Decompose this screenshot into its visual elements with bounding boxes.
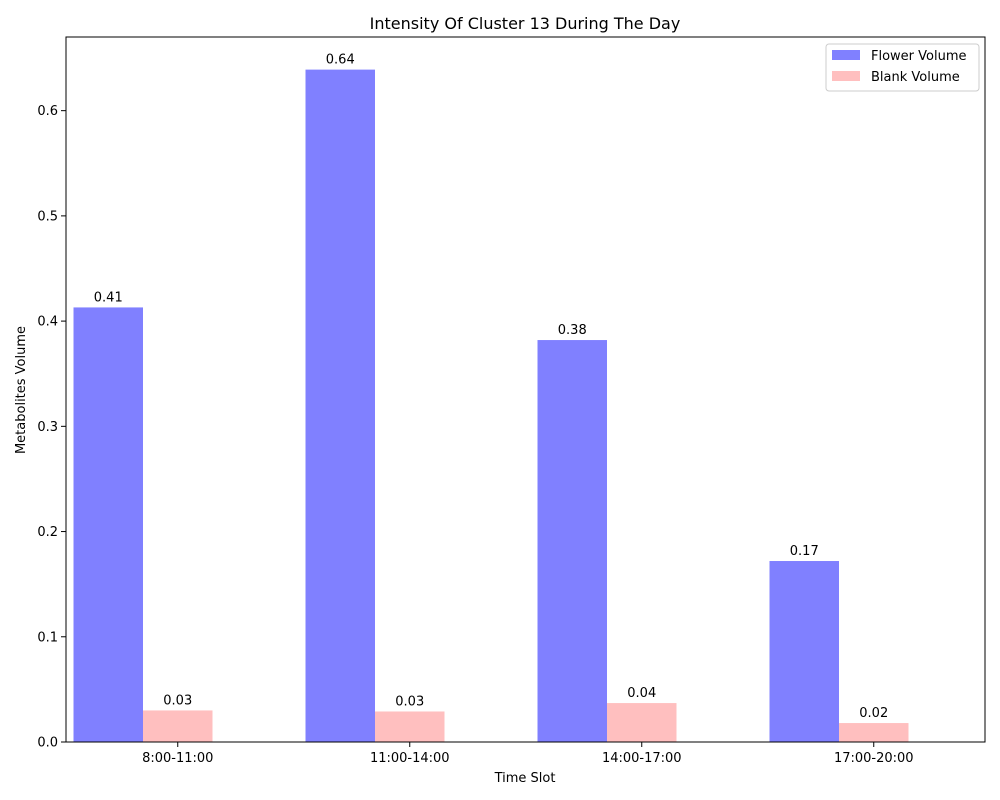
legend-label-blank: Blank Volume bbox=[871, 70, 960, 85]
plot-frame bbox=[65, 36, 986, 743]
chart-title: Intensity Of Cluster 13 During The Day bbox=[370, 14, 681, 33]
y-tick-label: 0.0 bbox=[37, 736, 58, 751]
legend-box bbox=[825, 43, 980, 92]
data-label-blank: 0.04 bbox=[627, 686, 656, 701]
data-label-flower: 0.17 bbox=[790, 544, 819, 559]
y-tick-label: 0.3 bbox=[37, 420, 58, 435]
x-tick-label: 8:00-11:00 bbox=[142, 751, 213, 766]
y-tick-label: 0.4 bbox=[37, 315, 58, 330]
bar-blank bbox=[839, 723, 909, 742]
legend-swatch-flower bbox=[832, 50, 860, 60]
bar-blank bbox=[375, 711, 445, 742]
data-label-blank: 0.03 bbox=[163, 693, 192, 708]
data-label-flower: 0.64 bbox=[326, 53, 355, 68]
data-label-blank: 0.02 bbox=[859, 706, 888, 721]
x-axis-title: Time Slot bbox=[494, 771, 556, 786]
bar-flower bbox=[537, 340, 607, 742]
bar-flower bbox=[73, 307, 143, 742]
x-tick-label: 11:00-14:00 bbox=[370, 751, 450, 766]
data-label-flower: 0.41 bbox=[94, 290, 123, 305]
plot-area: 0.0 0.1 0.2 0.3 0.4 0.5 0.6 0.41 0.03 8:00-11:00 0… bbox=[37, 53, 913, 766]
y-tick-label: 0.6 bbox=[37, 104, 58, 119]
legend-swatch-blank bbox=[832, 71, 860, 81]
legend: Flower Volume Blank Volume bbox=[825, 43, 980, 92]
y-axis-title: Metabolites Volume bbox=[14, 326, 29, 454]
x-tick-label: 17:00-20:00 bbox=[834, 751, 914, 766]
y-tick-label: 0.2 bbox=[37, 525, 58, 540]
y-tick-label: 0.1 bbox=[37, 630, 58, 645]
bar-flower bbox=[769, 561, 839, 742]
bar-blank bbox=[143, 710, 213, 742]
y-tick-label: 0.5 bbox=[37, 209, 58, 224]
x-tick-label: 14:00-17:00 bbox=[602, 751, 682, 766]
legend-label-flower: Flower Volume bbox=[871, 49, 967, 64]
bar-flower bbox=[305, 69, 375, 743]
bar-blank bbox=[607, 703, 677, 742]
data-label-blank: 0.03 bbox=[395, 694, 424, 709]
data-label-flower: 0.38 bbox=[558, 323, 587, 338]
